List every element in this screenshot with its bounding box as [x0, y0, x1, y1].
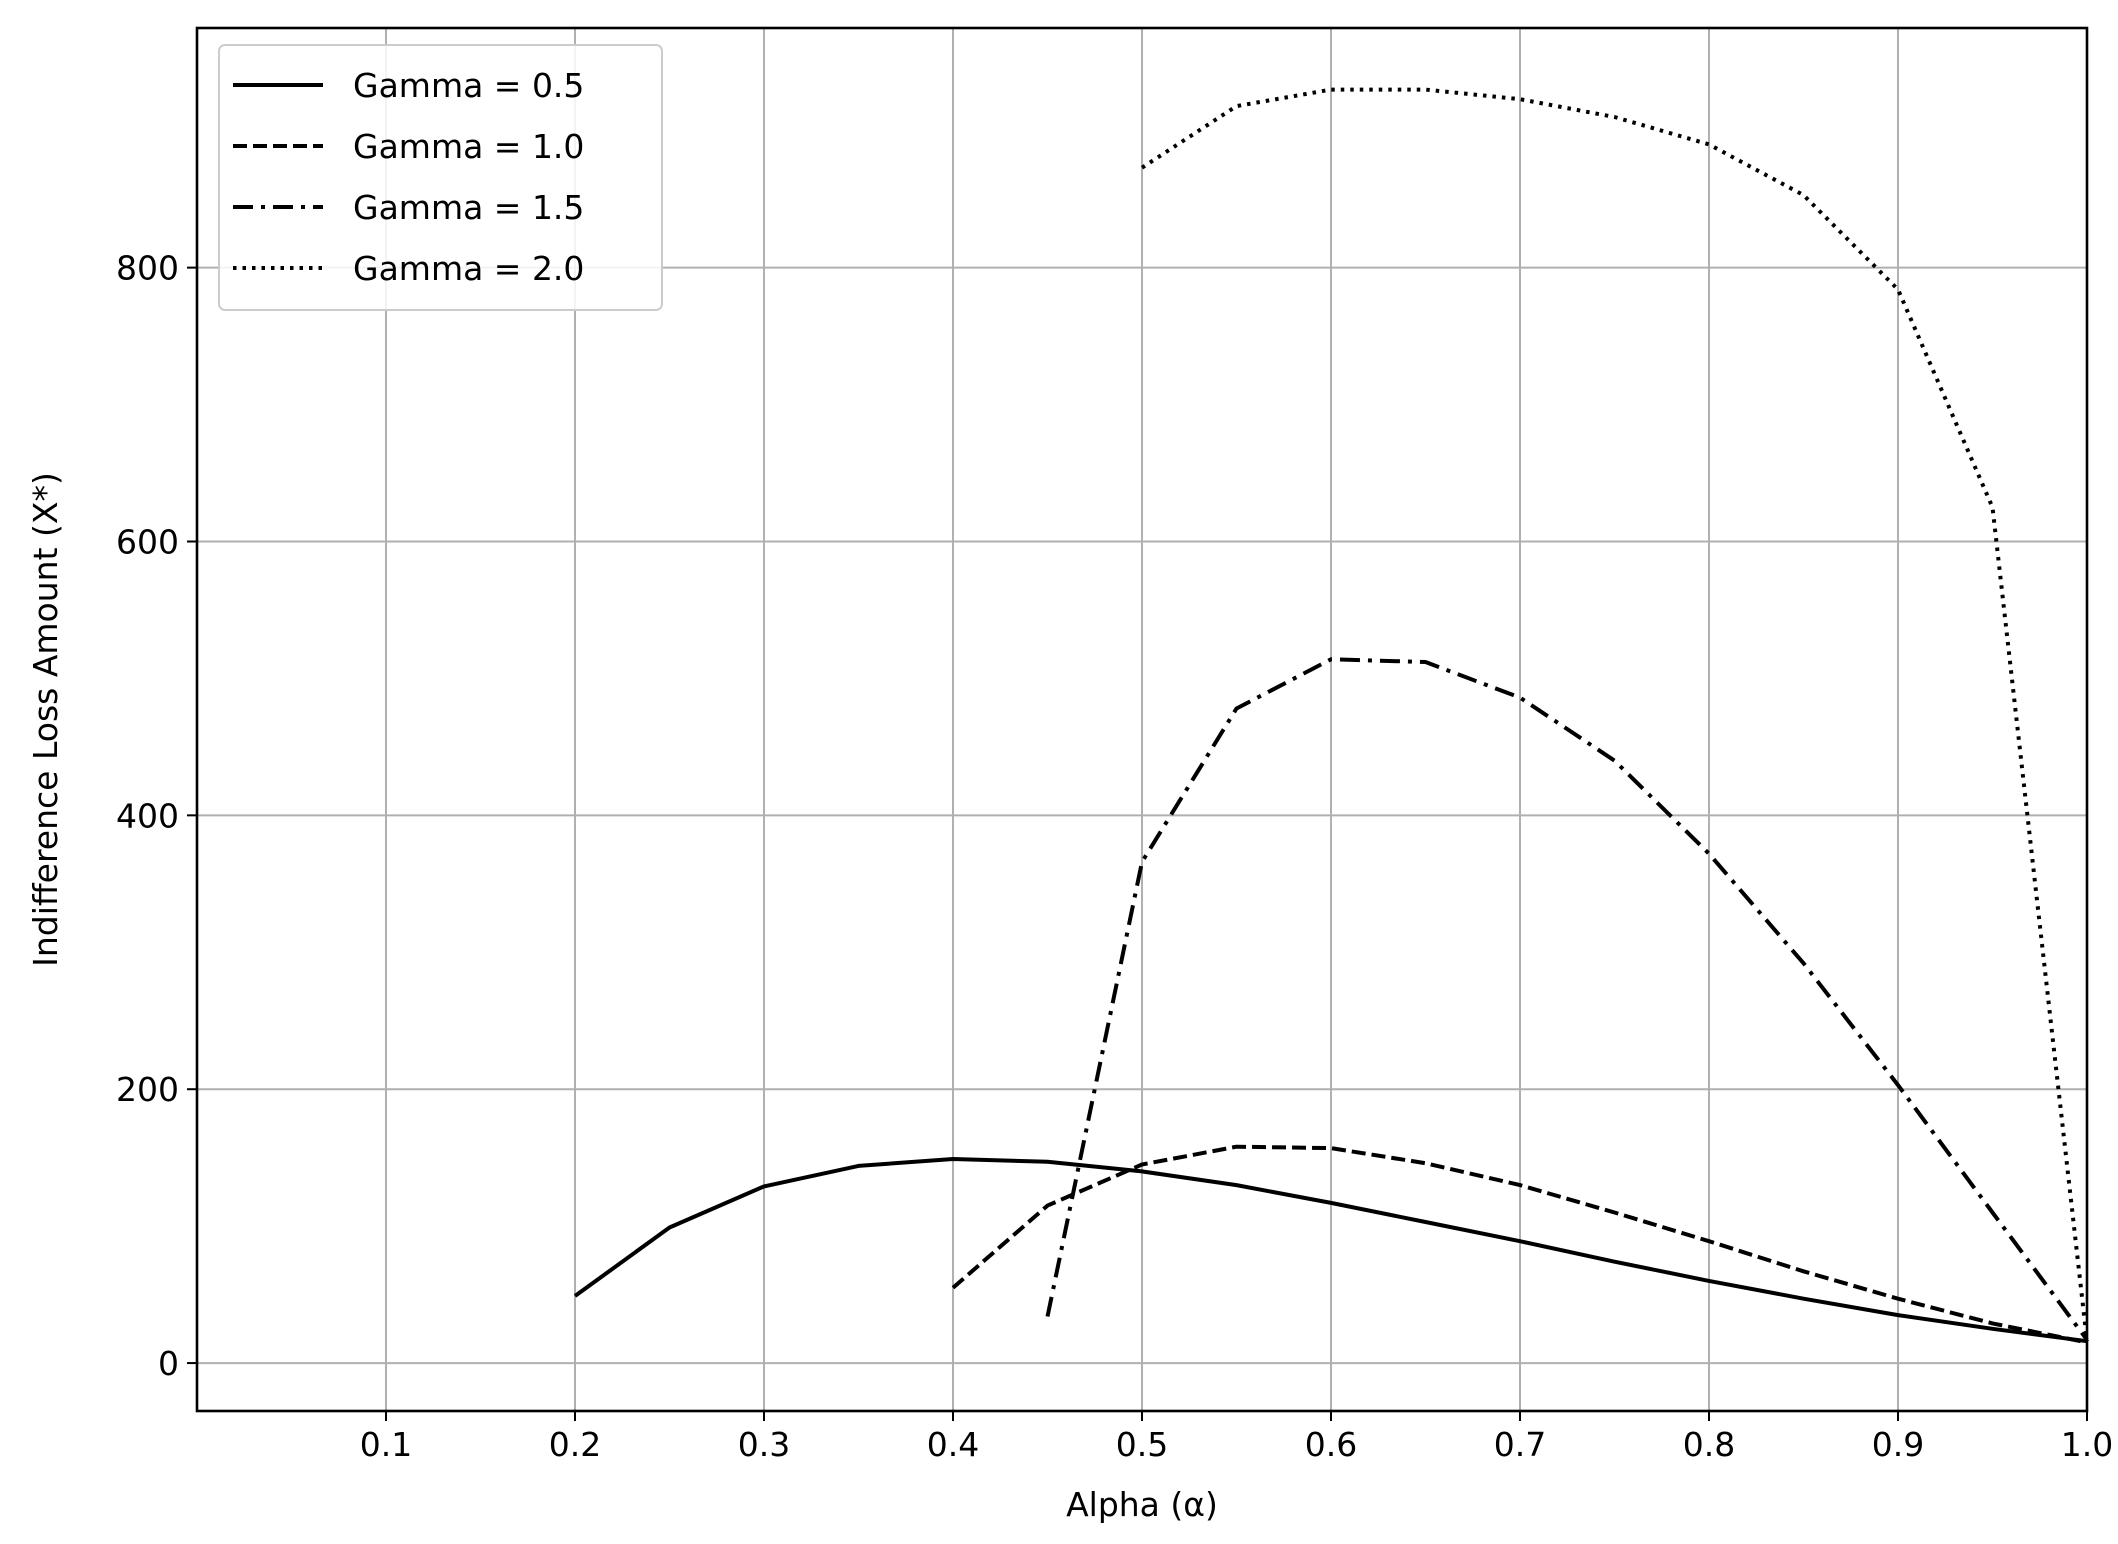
x-tick-label: 0.2	[549, 1425, 601, 1464]
x-axis-title: Alpha (α)	[1066, 1485, 1218, 1524]
y-axis-title: Indifference Loss Amount (X*)	[26, 472, 65, 967]
legend: Gamma = 0.5 Gamma = 1.0 Gamma = 1.5 Gamma =…	[218, 44, 663, 311]
x-tick-label: 0.4	[927, 1425, 979, 1464]
series-line-4	[1140, 87, 2089, 1342]
x-tick-label: 0.1	[360, 1425, 412, 1464]
x-tick-label: 0.3	[738, 1425, 790, 1464]
x-tick-label: 0.5	[1116, 1425, 1168, 1464]
y-tick-label: 800	[116, 249, 179, 288]
legend-label-4: Gamma = 2.0	[353, 249, 584, 288]
legend-box	[218, 44, 663, 311]
legend-label-3: Gamma = 1.5	[353, 188, 584, 227]
legend-label-1: Gamma = 0.5	[353, 66, 584, 105]
x-tick-label: 0.9	[1872, 1425, 1924, 1464]
series-line-2	[951, 1144, 2088, 1345]
y-tick-label: 400	[116, 796, 179, 835]
y-tick-label: 600	[116, 522, 179, 561]
series-line-3	[1045, 657, 2089, 1341]
x-tick-label: 0.6	[1305, 1425, 1357, 1464]
y-tick-label: 0	[158, 1344, 179, 1383]
x-tick-label: 0.8	[1683, 1425, 1735, 1464]
axis-ticks: 0.1 0.2 0.3 0.4 0.5 0.6 0.7 0.8 0.9 1.0 0 200 400 600…	[116, 249, 2113, 1464]
legend-label-2: Gamma = 1.0	[353, 127, 584, 166]
y-tick-label: 200	[116, 1070, 179, 1109]
x-tick-label: 1.0	[2061, 1425, 2113, 1464]
series-line-1	[573, 1157, 2088, 1344]
x-tick-label: 0.7	[1494, 1425, 1546, 1464]
series-lines	[573, 87, 2089, 1345]
